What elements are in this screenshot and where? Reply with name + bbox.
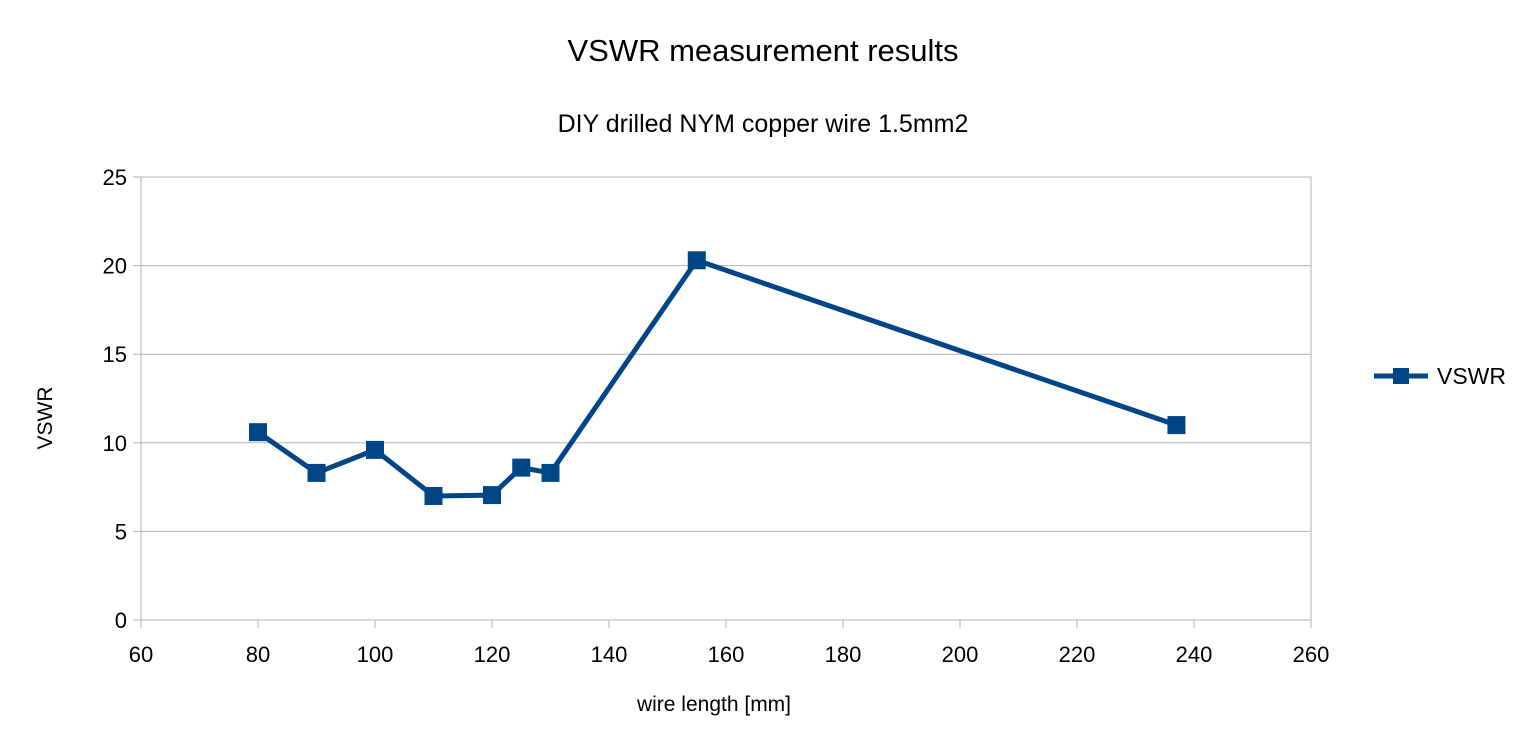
x-axis-ticks: 60 80 100 120 140 160 180 200 220 240 260	[129, 620, 1330, 667]
data-point-marker	[687, 251, 706, 270]
chart-title: VSWR measurement results	[567, 33, 958, 68]
x-tick-label: 140	[591, 642, 628, 667]
plot-area-frame	[140, 176, 1312, 621]
data-point-marker	[512, 458, 531, 477]
chart-subtitle: DIY drilled NYM copper wire 1.5mm2	[558, 110, 969, 138]
data-point-marker	[366, 440, 384, 459]
x-tick-label: 200	[942, 642, 979, 667]
x-tick-label: 80	[246, 642, 270, 667]
x-tick-label: 100	[357, 642, 394, 667]
y-tick-label: 15	[103, 342, 127, 367]
y-tick-label: 20	[103, 254, 127, 279]
x-tick-label: 220	[1059, 642, 1096, 667]
x-axis-label: wire length [mm]	[636, 693, 791, 716]
data-point-marker	[541, 463, 560, 482]
x-tick-label: 60	[129, 642, 153, 667]
data-point-marker	[424, 486, 443, 505]
series-line	[256, 257, 1178, 499]
x-tick-label: 240	[1176, 642, 1213, 667]
data-point-marker	[1167, 416, 1186, 435]
x-tick-label: 160	[708, 642, 745, 667]
legend-label: VSWR	[1437, 363, 1506, 389]
y-tick-label: 10	[103, 431, 127, 456]
series-layer	[249, 251, 1186, 505]
data-point-marker	[249, 423, 267, 442]
x-tick-label: 180	[825, 642, 862, 667]
x-tick-label: 120	[474, 642, 511, 667]
gridlines	[141, 176, 1311, 621]
legend: VSWR	[1374, 363, 1506, 389]
y-axis-label: VSWR	[34, 387, 57, 450]
y-tick-label: 0	[115, 608, 127, 633]
y-tick-label: 25	[103, 165, 127, 190]
x-tick-label: 260	[1293, 642, 1330, 667]
legend-marker	[1393, 368, 1409, 384]
data-point-marker	[483, 486, 501, 505]
y-axis-ticks: 0 5 10 15 20 25	[103, 165, 141, 633]
y-tick-label: 5	[115, 519, 127, 544]
data-point-marker	[307, 463, 326, 482]
